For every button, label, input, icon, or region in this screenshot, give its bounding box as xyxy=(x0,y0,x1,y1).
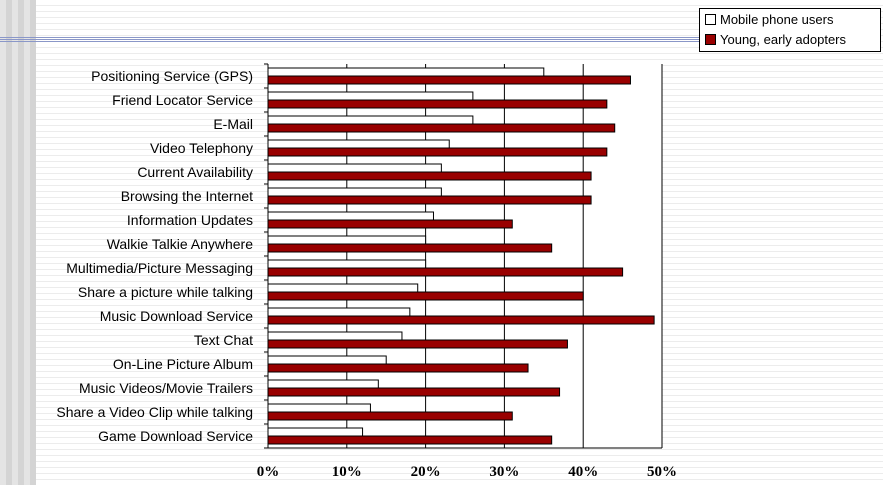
category-label: Current Availability xyxy=(137,164,253,180)
bar-mobile-phone-users xyxy=(267,259,427,269)
category-label: Walkie Talkie Anywhere xyxy=(107,236,254,252)
bar-mobile-phone-users xyxy=(267,187,442,197)
axes xyxy=(264,63,662,449)
legend-item-young-early-adopters: Young, early adopters xyxy=(705,31,846,49)
bar-young-early-adopters xyxy=(267,291,584,301)
category-label: On-Line Picture Album xyxy=(113,356,253,372)
legend-swatch-young-early-adopters xyxy=(705,34,716,46)
bar-young-early-adopters xyxy=(267,75,631,85)
bar-young-early-adopters xyxy=(267,243,553,253)
category-label: E-Mail xyxy=(213,116,253,132)
x-tick-label: 10% xyxy=(332,464,362,480)
bar-young-early-adopters xyxy=(267,171,592,181)
bar-young-early-adopters xyxy=(267,99,608,109)
category-label: Game Download Service xyxy=(98,428,253,444)
legend-item-mobile-phone-users: Mobile phone users xyxy=(705,11,833,29)
legend: Mobile phone users Young, early adopters xyxy=(699,8,881,52)
legend-label-young-early-adopters: Young, early adopters xyxy=(720,32,847,47)
bar-young-early-adopters xyxy=(267,219,513,229)
left-decorative-strip xyxy=(0,0,36,485)
category-label: Browsing the Internet xyxy=(121,188,253,204)
bar-mobile-phone-users xyxy=(267,331,403,341)
bar-mobile-phone-users xyxy=(267,163,442,173)
bar-young-early-adopters xyxy=(267,411,513,421)
bar-young-early-adopters xyxy=(267,363,529,373)
bar-mobile-phone-users xyxy=(267,379,379,389)
bar-young-early-adopters xyxy=(267,147,608,157)
bar-mobile-phone-users xyxy=(267,403,371,413)
category-label: Positioning Service (GPS) xyxy=(91,68,253,84)
category-label: Multimedia/Picture Messaging xyxy=(66,260,253,276)
bar-young-early-adopters xyxy=(267,435,553,445)
category-label: Video Telephony xyxy=(150,140,253,156)
x-tick-label: 30% xyxy=(489,464,519,480)
bar-young-early-adopters xyxy=(267,339,568,349)
category-label: Music Download Service xyxy=(100,308,253,324)
x-tick-label: 0% xyxy=(257,464,280,480)
bar-mobile-phone-users xyxy=(267,307,411,317)
category-label: Share a Video Clip while talking xyxy=(56,404,253,420)
header-rule xyxy=(0,37,700,43)
bar-mobile-phone-users xyxy=(267,235,427,245)
bar-young-early-adopters xyxy=(267,195,592,205)
legend-label-mobile-phone-users: Mobile phone users xyxy=(720,12,834,27)
category-label: Text Chat xyxy=(194,332,253,348)
bar-mobile-phone-users xyxy=(267,283,419,293)
category-label: Share a picture while talking xyxy=(78,284,253,300)
bar-mobile-phone-users xyxy=(267,355,387,365)
bar-mobile-phone-users xyxy=(267,139,450,149)
bar-young-early-adopters xyxy=(267,387,561,397)
bar-mobile-phone-users xyxy=(267,211,434,221)
bar-young-early-adopters xyxy=(267,315,655,325)
category-label: Information Updates xyxy=(127,212,253,228)
bar-young-early-adopters xyxy=(267,267,624,277)
category-label: Friend Locator Service xyxy=(112,92,253,108)
category-label: Music Videos/Movie Trailers xyxy=(79,380,253,396)
x-tick-label: 20% xyxy=(411,464,441,480)
bar-mobile-phone-users xyxy=(267,115,474,125)
bar-mobile-phone-users xyxy=(267,427,364,437)
x-tick-label: 40% xyxy=(568,464,598,480)
bar-mobile-phone-users xyxy=(267,67,545,77)
x-tick-label: 50% xyxy=(647,464,677,480)
bar-mobile-phone-users xyxy=(267,91,474,101)
bar-young-early-adopters xyxy=(267,123,616,133)
legend-swatch-mobile-phone-users xyxy=(705,14,716,26)
tick-labels: 0% 10% 20% 30% 40% 50% xyxy=(257,464,677,480)
category-labels: Positioning Service (GPS) Friend Locator … xyxy=(56,68,253,444)
